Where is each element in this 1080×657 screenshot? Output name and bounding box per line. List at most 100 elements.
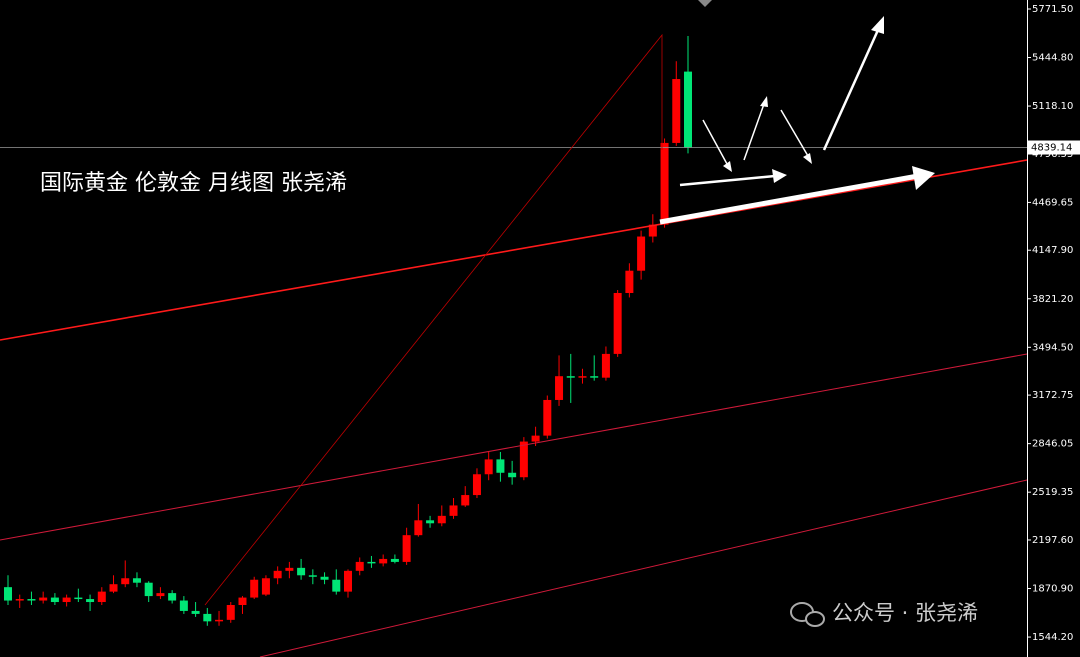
candle-body: [132, 578, 141, 583]
current-price-box: [1028, 140, 1080, 155]
candle-body: [519, 441, 528, 478]
candle-body: [39, 597, 48, 601]
candle-body: [15, 599, 24, 601]
candle-body: [297, 567, 306, 576]
y-tick-label: 3494.50: [1032, 342, 1073, 353]
candle-body: [250, 579, 259, 598]
candle-body: [320, 576, 329, 580]
candle-body: [508, 472, 517, 478]
y-tick-label: 3821.20: [1032, 294, 1073, 305]
watermark-icon: [805, 611, 825, 627]
candle-body: [121, 578, 130, 585]
candle-body: [379, 558, 388, 564]
arrow-head: [871, 16, 884, 34]
candle-body: [179, 600, 188, 611]
y-tick-label: 2197.60: [1032, 535, 1073, 546]
candle-body: [625, 270, 634, 293]
candle-body: [496, 459, 505, 473]
y-tick-label: 2846.05: [1032, 439, 1073, 450]
y-axis: 5771.505444.805118.104796.554469.654147.…: [1027, 4, 1080, 643]
arrow-head: [760, 96, 768, 107]
trend-line: [259, 479, 1028, 657]
candle-body: [215, 619, 224, 622]
candle-body: [273, 570, 282, 579]
candle-body: [109, 584, 118, 592]
candle-body: [472, 474, 481, 496]
candle-body: [414, 520, 423, 536]
plot: [0, 35, 1027, 626]
candle-body: [168, 593, 177, 601]
candle-body: [285, 567, 294, 571]
candle-body: [86, 599, 95, 603]
trend-line: [0, 159, 1028, 341]
candle-body: [27, 599, 36, 601]
y-tick-label: 1870.90: [1032, 584, 1073, 595]
arrow: [743, 103, 765, 161]
chart-title: 国际黄金 伦敦金 月线图 张尧浠: [40, 171, 347, 196]
y-tick-label: 5444.80: [1032, 53, 1073, 64]
y-tick-label: 4147.90: [1032, 245, 1073, 256]
candle-body: [578, 376, 587, 378]
scroll-marker: [698, 0, 712, 7]
candle-body: [637, 236, 646, 271]
candle-body: [308, 575, 317, 577]
arrow-head: [912, 166, 935, 190]
arrow: [659, 173, 919, 225]
y-tick-label: 2519.35: [1032, 487, 1073, 498]
candle-body: [590, 376, 599, 378]
candle-body: [484, 459, 493, 475]
candle-body: [156, 593, 165, 597]
candle-body: [97, 591, 106, 603]
arrow: [702, 119, 728, 165]
watermark: 公众号 · 张尧浠: [790, 601, 978, 627]
candle-body: [543, 399, 552, 436]
y-tick-label: 1544.20: [1032, 632, 1073, 643]
candle-body: [355, 561, 364, 571]
candle-body: [261, 578, 270, 595]
y-tick-label: 5771.50: [1032, 4, 1073, 15]
candle-body: [203, 613, 212, 622]
candle-body: [648, 224, 657, 237]
candle-body: [555, 376, 564, 400]
candle-body: [50, 597, 59, 603]
candle-body: [344, 570, 352, 592]
arrows: [659, 16, 935, 225]
candle-body: [426, 520, 435, 524]
arrow: [780, 109, 809, 157]
candle-body: [238, 597, 247, 605]
y-tick-label: 4469.65: [1032, 197, 1073, 208]
candle-body: [74, 597, 83, 600]
candle-body: [144, 582, 153, 597]
candle-body: [660, 142, 669, 225]
candle-body: [437, 515, 446, 524]
candle-body: [367, 561, 376, 564]
y-tick-label: 3172.75: [1032, 390, 1073, 401]
arrow-head: [772, 169, 787, 183]
candle-body: [4, 587, 12, 601]
candle-body: [62, 597, 71, 603]
candle-body: [390, 558, 399, 562]
candle-body: [531, 435, 540, 442]
candle-body: [449, 505, 458, 516]
y-tick-label: 5118.10: [1032, 101, 1073, 112]
candle-body: [402, 535, 411, 562]
candle-body: [566, 376, 575, 378]
candle-body: [191, 610, 200, 614]
candle-body: [601, 353, 610, 378]
arrow: [679, 174, 776, 187]
arrow: [822, 29, 880, 151]
candle-body: [332, 579, 341, 592]
arrow-head: [803, 153, 812, 164]
watermark-text: 公众号 · 张尧浠: [832, 601, 978, 625]
candle-body: [613, 292, 622, 354]
trend-line: [204, 33, 663, 606]
candle-body: [461, 495, 470, 506]
arrow-head: [723, 161, 732, 172]
candle-body: [672, 79, 681, 143]
candle-body: [684, 71, 692, 148]
trend-line: [0, 353, 1028, 541]
candle-body: [226, 604, 235, 620]
